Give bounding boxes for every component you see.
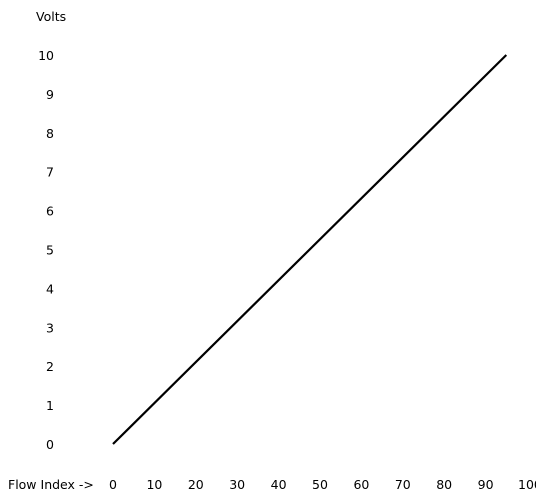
x-tick-label: 30 [229,477,245,492]
y-tick-label: 6 [46,204,54,219]
y-tick-label: 8 [46,126,54,141]
y-tick-labels: 0 1 2 3 4 5 6 7 8 9 10 [38,48,54,452]
plot-series [112,54,508,445]
y-axis-label: Volts [36,9,66,24]
x-tick-label: 40 [271,477,287,492]
y-tick-label: 4 [46,281,54,296]
y-tick-label: 5 [46,243,54,258]
x-tick-label: 50 [312,477,328,492]
series-line [112,54,508,445]
x-tick-label: 70 [395,477,411,492]
x-tick-labels: 0 10 20 30 40 50 60 70 80 90 100 [109,477,536,492]
x-tick-label: 80 [436,477,452,492]
x-tick-label: 100 [518,477,536,492]
x-axis-label: Flow Index -> [8,477,94,492]
y-tick-label: 1 [46,398,54,413]
x-tick-label: 0 [109,477,117,492]
y-tick-label: 3 [46,320,54,335]
x-tick-label: 20 [188,477,204,492]
x-tick-label: 10 [146,477,162,492]
y-tick-label: 0 [46,437,54,452]
x-tick-label: 90 [478,477,494,492]
y-tick-label: 10 [38,48,54,63]
y-tick-label: 7 [46,165,54,180]
x-tick-label: 60 [353,477,369,492]
y-tick-label: 9 [46,87,54,102]
y-tick-label: 2 [46,359,54,374]
